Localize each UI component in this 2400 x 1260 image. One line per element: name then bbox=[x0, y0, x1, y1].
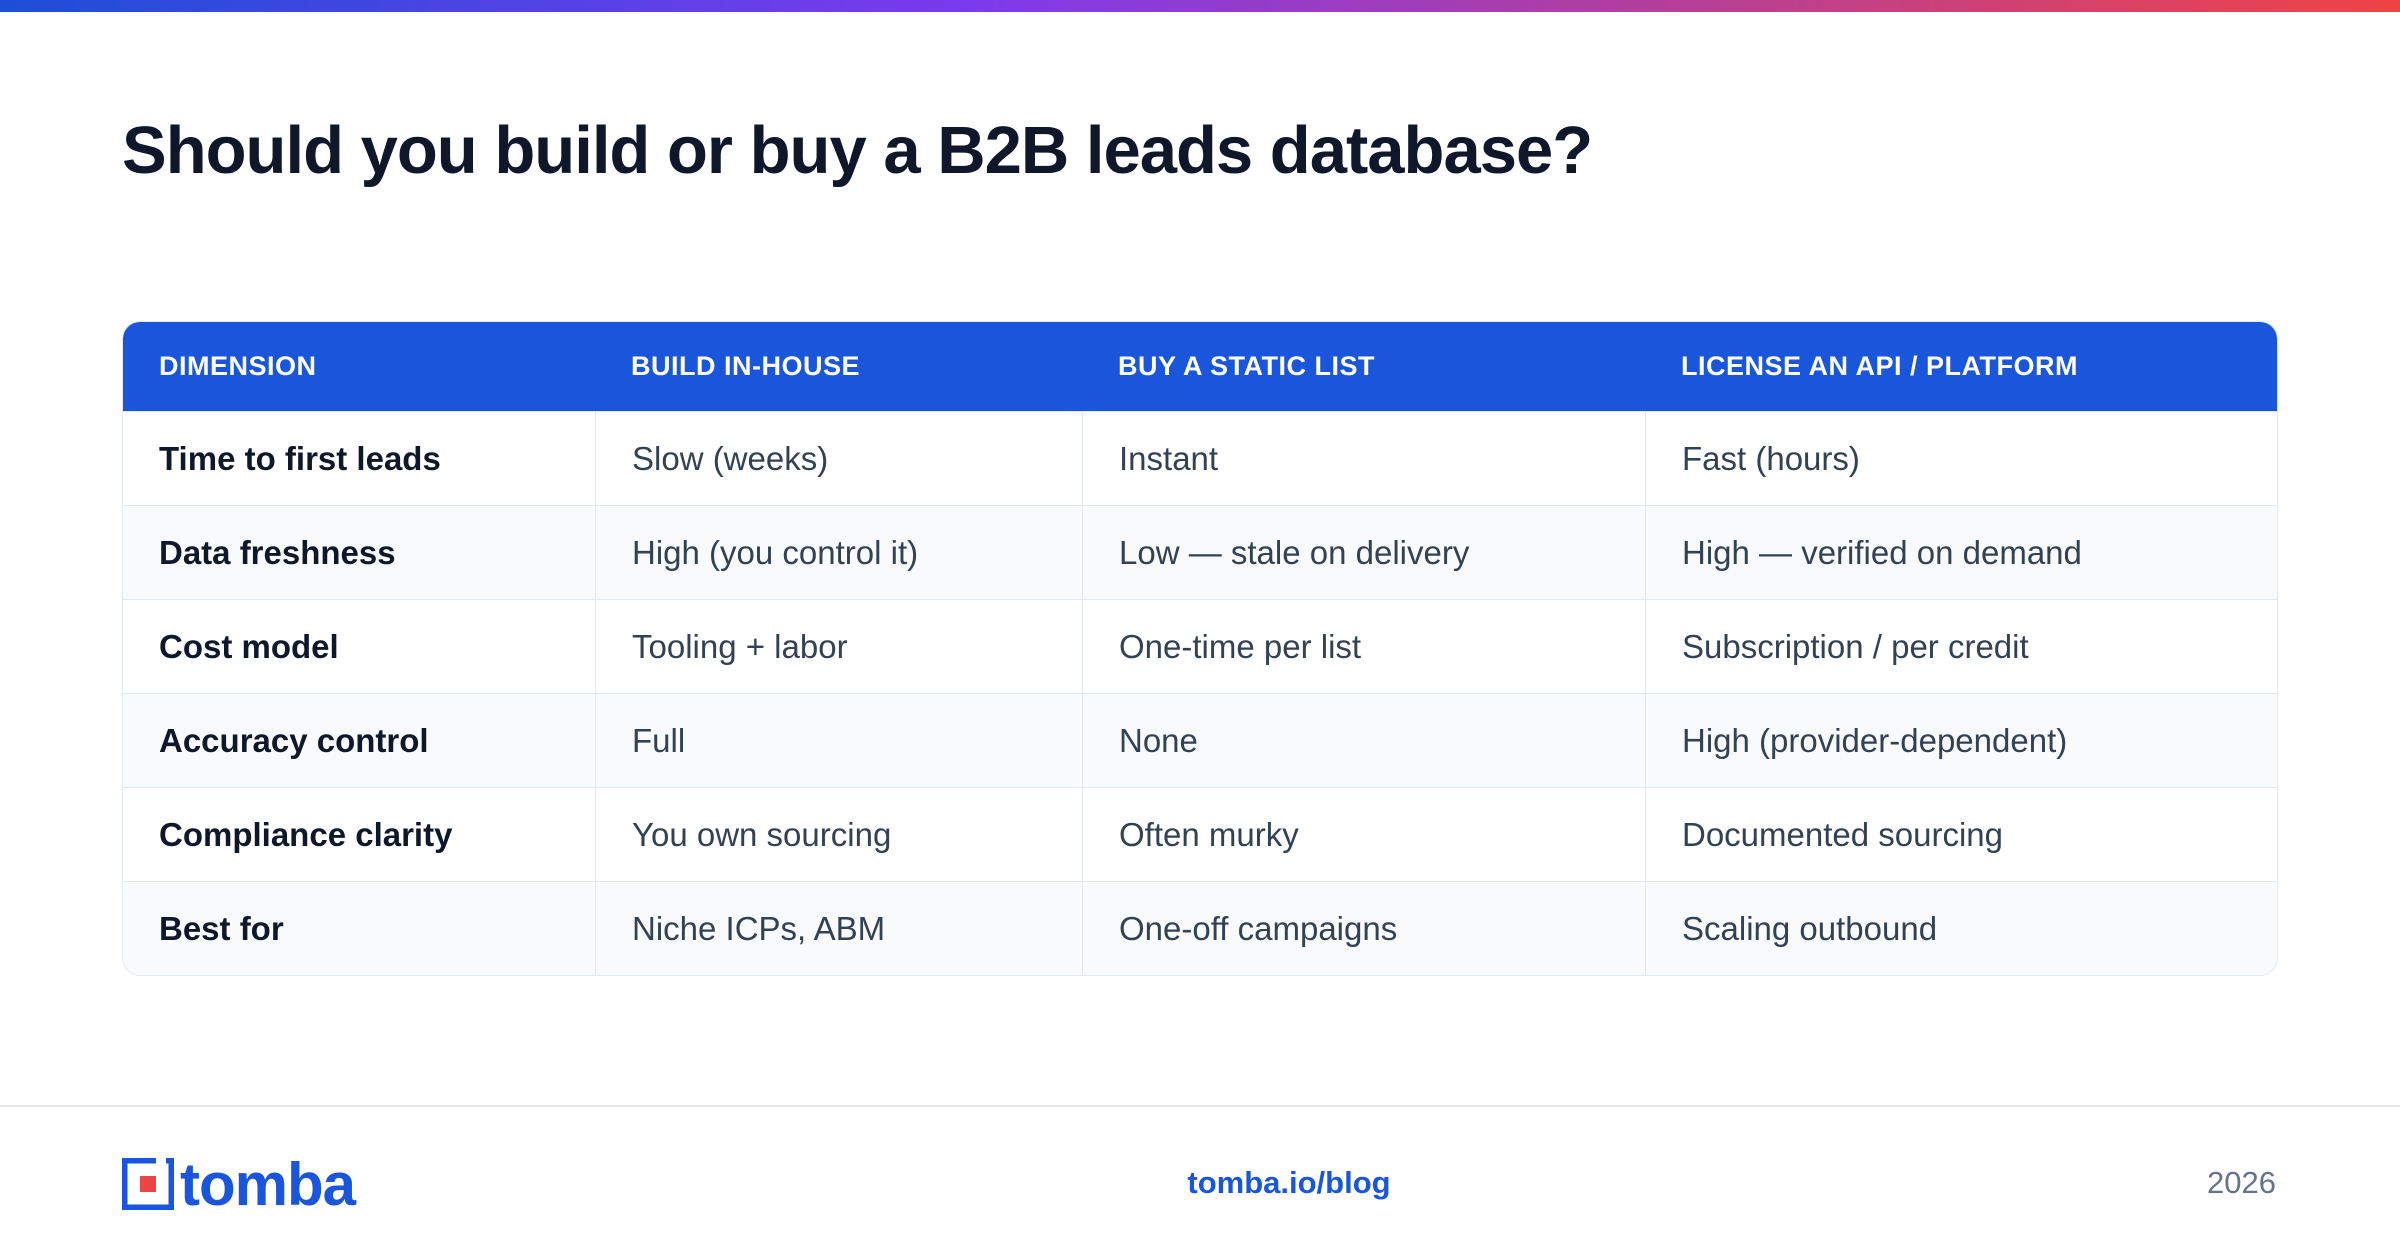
table-cell: Tooling + labor bbox=[595, 599, 1082, 693]
year: 2026 bbox=[2207, 1165, 2276, 1200]
footer-divider bbox=[0, 1105, 2400, 1107]
blog-link[interactable]: tomba.io/blog bbox=[1187, 1165, 1391, 1200]
logo[interactable]: tomba bbox=[122, 1151, 356, 1218]
row-label: Best for bbox=[123, 881, 595, 975]
table-cell: None bbox=[1082, 693, 1645, 787]
table-cell: Full bbox=[595, 693, 1082, 787]
top-accent-bar bbox=[0, 0, 2400, 12]
table-cell: Subscription / per credit bbox=[1645, 599, 2277, 693]
table-cell: One-off campaigns bbox=[1082, 881, 1645, 975]
column-header: LICENSE AN API / PLATFORM bbox=[1645, 322, 2277, 411]
table-cell: High (provider-dependent) bbox=[1645, 693, 2277, 787]
row-label: Compliance clarity bbox=[123, 787, 595, 881]
table-cell: You own sourcing bbox=[595, 787, 1082, 881]
column-header: BUILD IN-HOUSE bbox=[595, 322, 1082, 411]
row-label: Time to first leads bbox=[123, 411, 595, 505]
table-cell: High — verified on demand bbox=[1645, 505, 2277, 599]
table-cell: Fast (hours) bbox=[1645, 411, 2277, 505]
table-cell: High (you control it) bbox=[595, 505, 1082, 599]
comparison-table: DIMENSION BUILD IN-HOUSE BUY A STATIC LIST… bbox=[122, 321, 2278, 976]
row-label: Accuracy control bbox=[123, 693, 595, 787]
row-label: Data freshness bbox=[123, 505, 595, 599]
column-header: BUY A STATIC LIST bbox=[1082, 322, 1645, 411]
table-row: Best for Niche ICPs, ABM One-off campaigns… bbox=[123, 881, 2277, 975]
table-row: Cost model Tooling + labor One-time per li… bbox=[123, 599, 2277, 693]
table-cell: Slow (weeks) bbox=[595, 411, 1082, 505]
table-row: Time to first leads Slow (weeks) Instant Fa… bbox=[123, 411, 2277, 505]
table-row: Compliance clarity You own sourcing Often … bbox=[123, 787, 2277, 881]
table-cell: Scaling outbound bbox=[1645, 881, 2277, 975]
table-cell: Niche ICPs, ABM bbox=[595, 881, 1082, 975]
page-title: Should you build or buy a B2B leads data… bbox=[122, 113, 1593, 188]
table-cell: Instant bbox=[1082, 411, 1645, 505]
table-row: Accuracy control Full None High (provider-d… bbox=[123, 693, 2277, 787]
table-cell: One-time per list bbox=[1082, 599, 1645, 693]
table-cell: Low — stale on delivery bbox=[1082, 505, 1645, 599]
table-cell: Documented sourcing bbox=[1645, 787, 2277, 881]
row-label: Cost model bbox=[123, 599, 595, 693]
header-row: DIMENSION BUILD IN-HOUSE BUY A STATIC LIST… bbox=[123, 322, 2277, 411]
logo-icon bbox=[122, 1158, 174, 1210]
table-row: Data freshness High (you control it) Low —… bbox=[123, 505, 2277, 599]
logo-text: tomba bbox=[180, 1150, 356, 1218]
table-cell: Often murky bbox=[1082, 787, 1645, 881]
column-header: DIMENSION bbox=[123, 322, 595, 411]
table-body: Time to first leads Slow (weeks) Instant Fa… bbox=[123, 411, 2277, 975]
